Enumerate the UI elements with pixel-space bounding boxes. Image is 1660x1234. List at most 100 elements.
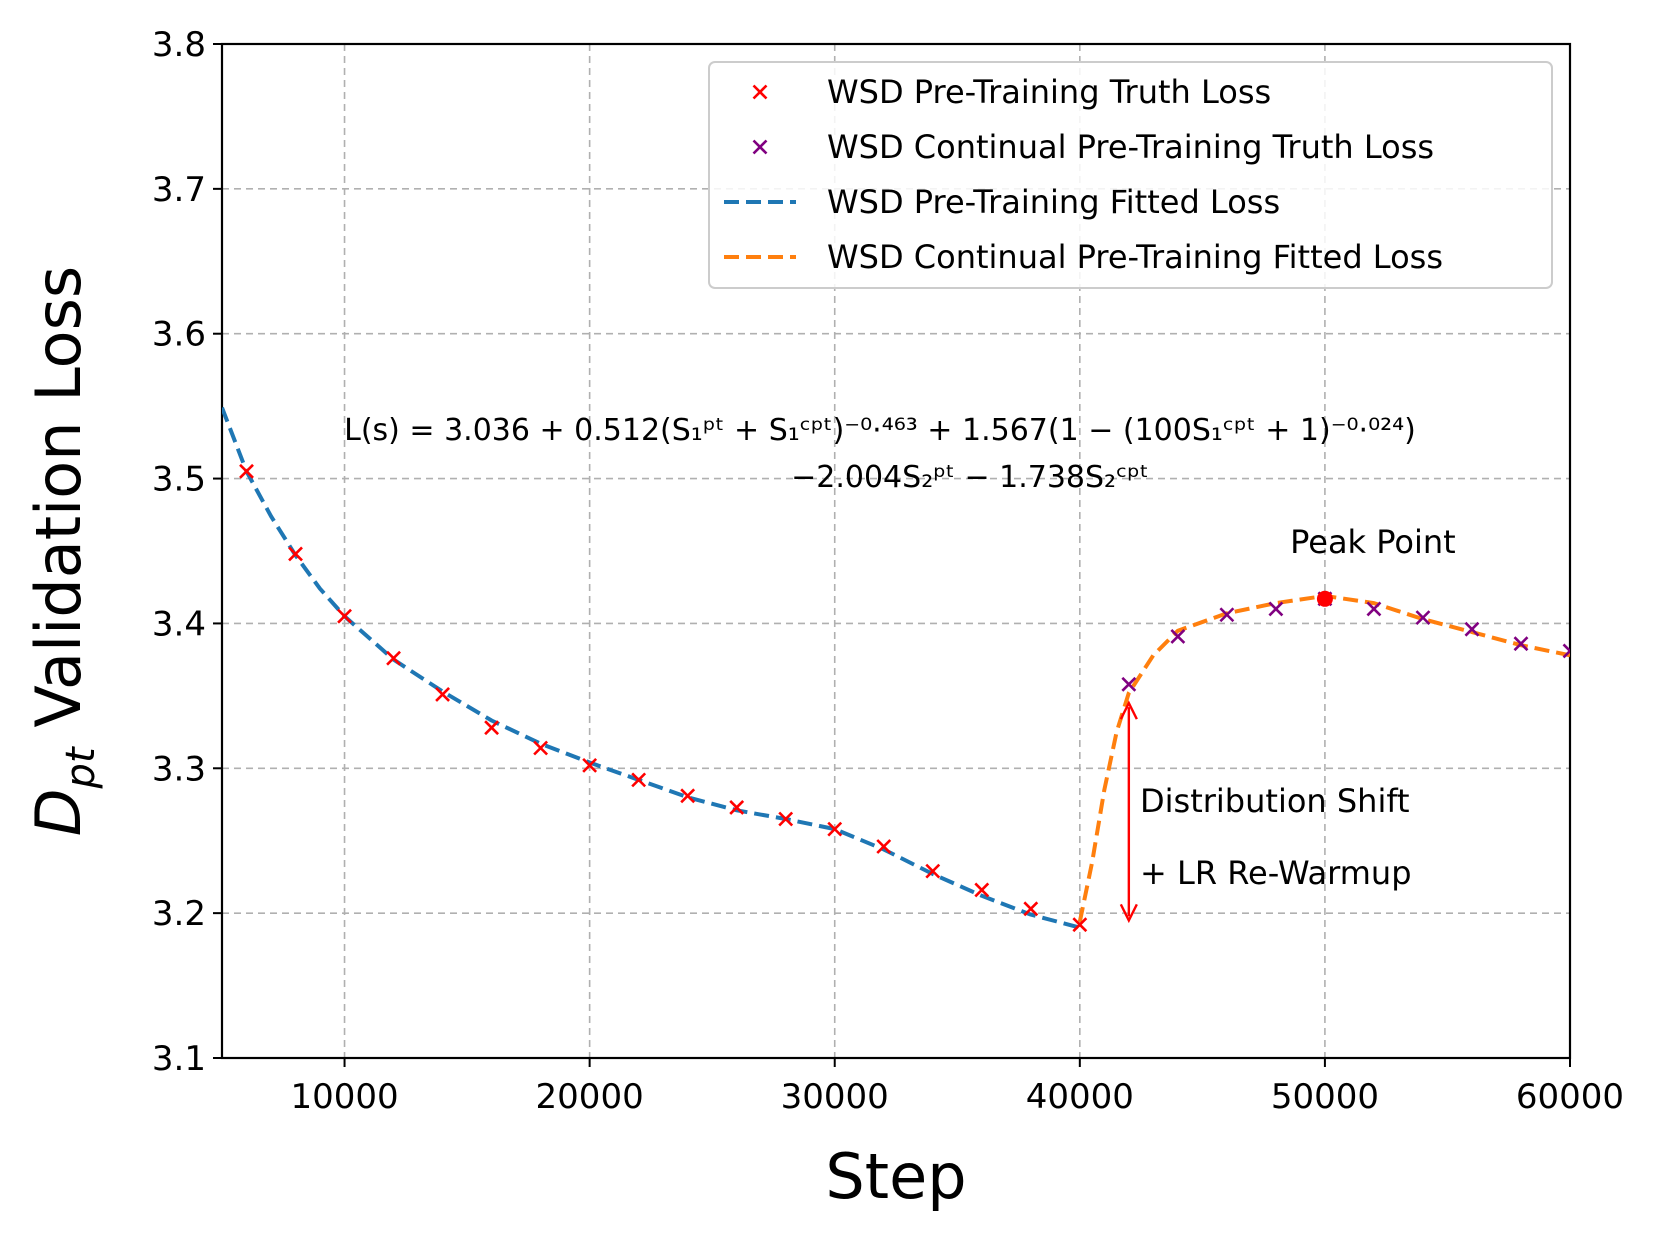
truth-point bbox=[533, 740, 549, 756]
x-axis-title: Step bbox=[825, 1140, 966, 1213]
truth-point-stroke-b bbox=[1562, 649, 1570, 659]
y-tick-label: 3.1 bbox=[152, 1039, 206, 1079]
scatter-series-0 bbox=[239, 463, 1088, 933]
formula-line-2: −2.004S₂ᵖᵗ − 1.738S₂ᶜᵖᵗ bbox=[791, 460, 1149, 495]
legend-item: WSD Continual Pre-Training Truth Loss bbox=[752, 128, 1434, 166]
y-tick-label: 3.5 bbox=[152, 460, 206, 500]
peak-point-marker bbox=[1316, 590, 1333, 607]
truth-point bbox=[484, 720, 500, 736]
truth-point bbox=[876, 839, 892, 854]
y-tick-label: 3.6 bbox=[152, 315, 206, 355]
truth-point-stroke-b bbox=[1121, 676, 1137, 692]
truth-point-stroke-b bbox=[435, 686, 451, 702]
truth-point bbox=[435, 686, 451, 702]
truth-point bbox=[631, 772, 647, 788]
legend-label: WSD Pre-Training Truth Loss bbox=[827, 73, 1271, 111]
truth-point bbox=[1366, 601, 1382, 617]
truth-point bbox=[925, 863, 941, 879]
truth-point bbox=[827, 821, 843, 837]
truth-point-stroke-b bbox=[386, 650, 401, 666]
legend-item: WSD Pre-Training Fitted Loss bbox=[724, 183, 1280, 221]
truth-point-stroke-b bbox=[925, 863, 941, 879]
y-axis-title-sub: pt bbox=[58, 746, 104, 789]
shift-arrow-head-top bbox=[1119, 700, 1138, 720]
fitted-line-0 bbox=[222, 406, 1081, 930]
x-tick-label: 20000 bbox=[536, 1077, 644, 1117]
legend-label: WSD Pre-Training Fitted Loss bbox=[827, 183, 1280, 221]
legend-item: WSD Pre-Training Truth Loss bbox=[752, 73, 1271, 111]
truth-point-stroke-b bbox=[1415, 610, 1431, 626]
truth-point-stroke-b bbox=[288, 546, 303, 562]
truth-point bbox=[288, 546, 303, 562]
annotations: Peak Point Distribution Shift + LR Re-Wa… bbox=[1119, 523, 1456, 924]
truth-point bbox=[386, 650, 401, 666]
distribution-shift-label: Distribution Shift bbox=[1140, 782, 1410, 820]
y-axis-title: Dpt Validation Loss bbox=[22, 266, 104, 836]
truth-point bbox=[1562, 643, 1570, 659]
truth-point-stroke-b bbox=[1219, 607, 1235, 623]
y-tick-label: 3.7 bbox=[152, 170, 206, 210]
truth-point-stroke-b bbox=[484, 720, 500, 736]
axis-ticks: 10000 20000 30000 40000 50000 60000 3.1 3.2 3.3 3… bbox=[152, 25, 1624, 1117]
legend-label: WSD Continual Pre-Training Fitted Loss bbox=[827, 238, 1443, 276]
truth-point bbox=[337, 608, 352, 624]
legend-box bbox=[708, 61, 1553, 289]
x-tick-label: 40000 bbox=[1026, 1077, 1134, 1117]
truth-point bbox=[239, 463, 254, 479]
truth-point bbox=[1121, 676, 1137, 692]
legend-marker-stroke-b bbox=[752, 84, 768, 100]
truth-point bbox=[729, 799, 745, 815]
truth-point-stroke-a bbox=[1562, 643, 1570, 653]
y-tick-label: 3.3 bbox=[152, 749, 206, 789]
x-tick-label: 50000 bbox=[1271, 1077, 1379, 1117]
truth-point-stroke-b bbox=[533, 740, 549, 756]
legend-item: WSD Continual Pre-Training Fitted Loss bbox=[724, 238, 1443, 276]
plot-frame bbox=[220, 42, 1572, 1060]
truth-point-stroke-b bbox=[1464, 621, 1480, 637]
y-axis-title-main: D bbox=[22, 788, 95, 836]
y-tick-label: 3.8 bbox=[152, 25, 206, 65]
truth-point bbox=[680, 788, 696, 804]
truth-point bbox=[1023, 901, 1039, 917]
truth-point-stroke-b bbox=[631, 772, 647, 788]
legend-label: WSD Continual Pre-Training Truth Loss bbox=[827, 128, 1434, 166]
truth-point-stroke-b bbox=[1366, 601, 1382, 617]
truth-point-stroke-b bbox=[974, 882, 990, 898]
truth-point bbox=[778, 811, 794, 827]
truth-point-stroke-b bbox=[582, 757, 598, 773]
truth-point bbox=[1415, 610, 1431, 626]
scatter-series-1 bbox=[1121, 591, 1570, 692]
truth-point-stroke-b bbox=[1513, 636, 1529, 652]
truth-point bbox=[582, 757, 598, 773]
truth-point bbox=[974, 882, 990, 898]
truth-point-stroke-b bbox=[778, 811, 794, 827]
truth-point-stroke-b bbox=[729, 799, 745, 815]
truth-point bbox=[1268, 601, 1284, 617]
peak-point-label: Peak Point bbox=[1290, 523, 1456, 561]
truth-point-stroke-b bbox=[827, 821, 843, 837]
y-axis-title-rest: Validation Loss bbox=[22, 266, 95, 748]
truth-point bbox=[1072, 917, 1088, 933]
legend: WSD Pre-Training Truth Loss WSD Continual… bbox=[708, 61, 1553, 289]
y-tick-label: 3.4 bbox=[152, 604, 206, 644]
truth-point-stroke-b bbox=[239, 463, 254, 479]
x-tick-label: 30000 bbox=[781, 1077, 889, 1117]
legend-marker bbox=[752, 139, 768, 155]
truth-point-stroke-b bbox=[1170, 629, 1186, 644]
truth-point bbox=[1170, 629, 1186, 644]
legend-marker bbox=[752, 84, 768, 100]
truth-point bbox=[1219, 607, 1235, 623]
truth-point-stroke-b bbox=[680, 788, 696, 804]
truth-point bbox=[1513, 636, 1529, 652]
x-tick-label: 10000 bbox=[290, 1077, 398, 1117]
truth-point-stroke-b bbox=[1268, 601, 1284, 617]
truth-point-stroke-b bbox=[1072, 917, 1088, 933]
x-tick-label: 60000 bbox=[1516, 1077, 1624, 1117]
y-tick-label: 3.2 bbox=[152, 894, 206, 934]
truth-point bbox=[1464, 621, 1480, 637]
legend-marker-stroke-b bbox=[752, 139, 768, 155]
shift-arrow-head-bottom bbox=[1119, 903, 1138, 924]
formula-line-1: L(s) = 3.036 + 0.512(S₁ᵖᵗ + S₁ᶜᵖᵗ)⁻⁰·⁴⁶³… bbox=[344, 413, 1416, 448]
lr-rewarmup-label: + LR Re-Warmup bbox=[1140, 854, 1412, 892]
